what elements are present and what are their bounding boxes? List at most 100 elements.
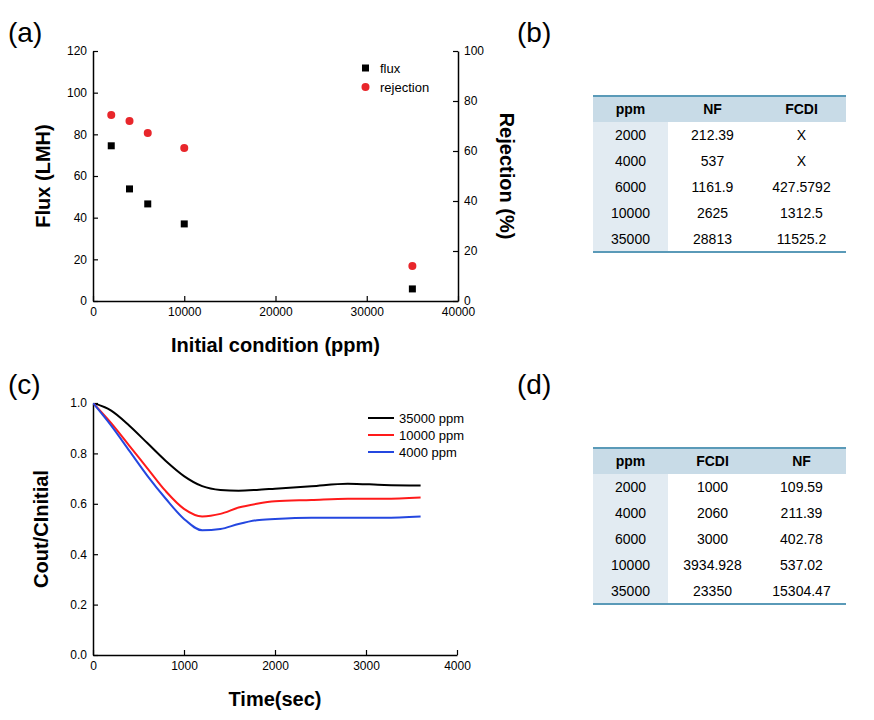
- table-border: [593, 251, 846, 253]
- y2-axis-title: Rejection (%): [496, 113, 518, 240]
- tick-label: 80: [464, 94, 478, 108]
- cell: 6000: [615, 179, 646, 195]
- tick-mark: [367, 296, 368, 301]
- panel-label: (a): [8, 17, 42, 48]
- tick-mark: [453, 201, 458, 202]
- y-axis: 020406080100120: [67, 44, 98, 308]
- point: [409, 285, 416, 292]
- point: [126, 185, 133, 192]
- legend-label: 4000 ppm: [399, 445, 457, 460]
- tick-mark: [453, 251, 458, 252]
- tick-label: 0: [90, 659, 97, 673]
- tick-mark: [93, 51, 98, 52]
- legend: fluxrejection: [362, 61, 430, 95]
- tick-label: 4000: [444, 659, 471, 673]
- tick-label: 10000: [168, 305, 202, 319]
- series-rejection: [107, 111, 416, 270]
- panel-label: (d): [517, 369, 551, 400]
- tick-mark: [93, 554, 98, 555]
- cell: 4000: [615, 153, 646, 169]
- table-border: [593, 447, 846, 449]
- cell: 3934.928: [683, 557, 742, 573]
- point: [408, 262, 416, 270]
- tick-mark: [93, 218, 98, 219]
- tick-label: 0: [464, 294, 471, 308]
- header-cell: FCDI: [785, 101, 818, 117]
- point: [181, 220, 188, 227]
- tick-mark: [93, 259, 98, 260]
- x-axis: 010000200003000040000: [90, 296, 475, 319]
- cell: 11525.2: [777, 231, 827, 247]
- plot-area: [93, 403, 421, 530]
- header-cell: ppm: [616, 101, 646, 117]
- tick-label: 0.6: [70, 497, 87, 511]
- legend-label: 35000 ppm: [399, 411, 464, 426]
- cell: 2000: [615, 479, 646, 495]
- table-border: [593, 95, 846, 97]
- point: [180, 144, 188, 152]
- tick-label: 20: [464, 244, 478, 258]
- legend-label: flux: [380, 61, 401, 76]
- tick-label: 0.0: [70, 648, 87, 662]
- tick-mark: [275, 650, 276, 655]
- panel-label: (c): [8, 369, 41, 400]
- tick: 20000: [259, 296, 293, 319]
- tick: 80: [74, 128, 98, 142]
- y-axis-line: [93, 404, 95, 656]
- cell: 2060: [697, 505, 728, 521]
- x-axis: 01000200030004000: [90, 650, 471, 673]
- tick-label: 0: [90, 305, 97, 319]
- tick-label: 0: [80, 294, 87, 308]
- y-axis-title: Cout/CInitial: [30, 470, 52, 588]
- cell: 10000: [611, 557, 650, 573]
- cell: 6000: [615, 531, 646, 547]
- tick: 10000: [168, 296, 202, 319]
- table: ppmNFFCDI2000212.39X4000537X60001161.942…: [593, 96, 846, 252]
- cell: 1312.5: [780, 205, 823, 221]
- tick: 0.2: [70, 598, 98, 612]
- cell: 28813: [693, 231, 732, 247]
- point: [108, 142, 115, 149]
- tick: 40: [453, 194, 478, 208]
- cell: X: [797, 153, 807, 169]
- y-axis: 0.00.20.40.60.81.0: [70, 396, 98, 662]
- cell: 23350: [693, 583, 732, 599]
- header-cell: FCDI: [696, 453, 729, 469]
- tick-label: 120: [67, 44, 87, 58]
- series-flux: [108, 142, 416, 292]
- header-bg: [593, 96, 846, 122]
- tick-mark: [453, 101, 458, 102]
- tick-label: 100: [464, 44, 484, 58]
- cell: 10000: [611, 205, 650, 221]
- tick-mark: [93, 504, 98, 505]
- first-column-bg: [593, 474, 668, 604]
- tick-label: 20: [74, 253, 88, 267]
- legend-symbol: [368, 417, 394, 419]
- tick: 80: [453, 94, 478, 108]
- tick-label: 20000: [259, 305, 293, 319]
- legend: 35000 ppm10000 ppm4000 ppm: [368, 411, 464, 460]
- tick: 0.0: [70, 648, 98, 662]
- y-axis-title: Flux (LMH): [32, 124, 54, 227]
- cell: 15304.47: [772, 583, 831, 599]
- cell: 537: [701, 153, 725, 169]
- tick: 3000: [353, 650, 380, 673]
- header-cell: NF: [703, 101, 722, 117]
- tick-label: 100: [67, 86, 87, 100]
- tick: 30000: [351, 296, 385, 319]
- cell: 3000: [697, 531, 728, 547]
- cell: 537.02: [780, 557, 823, 573]
- header-cell: NF: [792, 453, 811, 469]
- tick: 100: [453, 44, 484, 58]
- tick: 60: [74, 169, 98, 183]
- tick-mark: [93, 93, 98, 94]
- tick-mark: [275, 296, 276, 301]
- tick-mark: [93, 134, 98, 135]
- tick-label: 0.2: [70, 598, 87, 612]
- cell: 1161.9: [692, 179, 734, 195]
- point: [144, 129, 152, 137]
- cell: 4000: [615, 505, 646, 521]
- cell: 109.59: [780, 479, 823, 495]
- tick-mark: [184, 296, 185, 301]
- point: [144, 200, 151, 207]
